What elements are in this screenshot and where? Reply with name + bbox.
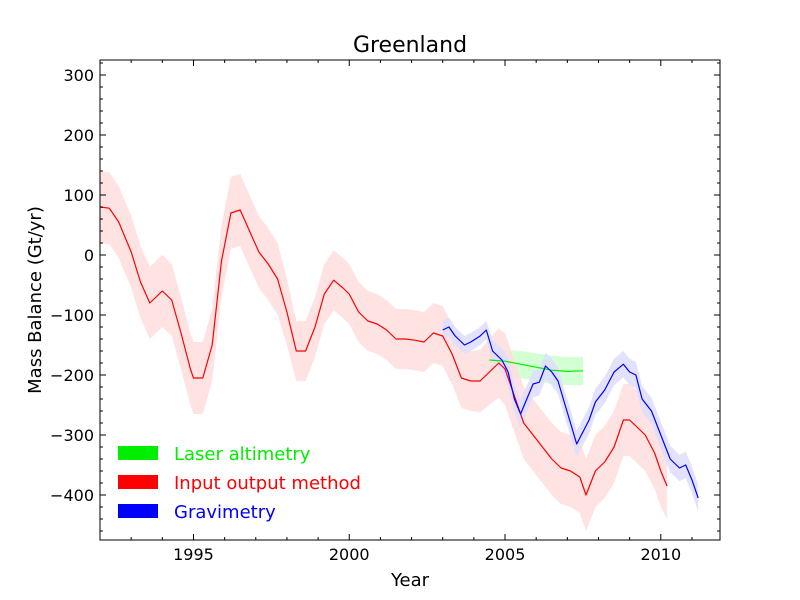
band-input-output-method	[100, 171, 667, 531]
y-tick-label: −300	[50, 426, 94, 445]
x-axis-title: Year	[390, 570, 430, 591]
y-tick-label: 100	[63, 186, 94, 205]
axis-ticks: 1995 2000 2005 2010 −400 −300 −200 −100 0 100 200 3…	[50, 60, 720, 564]
line-input-output-method	[99, 206, 668, 496]
chart-title: Greenland	[353, 33, 467, 58]
y-tick-label: −200	[50, 366, 94, 385]
plot-frame	[99, 59, 721, 541]
y-axis-title: Mass Balance (Gt/yr)	[25, 206, 46, 394]
legend-swatch-laser-altimetry	[118, 446, 158, 460]
legend-label-gravimetry: Gravimetry	[174, 502, 276, 523]
legend-swatch-gravimetry	[118, 504, 158, 518]
y-tick-label: 0	[84, 246, 94, 265]
line-laser-altimetry	[489, 359, 583, 372]
y-tick-label: −400	[50, 486, 94, 505]
line-gravimetry	[442, 326, 699, 499]
x-tick-label: 1995	[173, 545, 214, 564]
y-tick-label: 300	[63, 66, 94, 85]
legend-label-laser-altimetry: Laser altimetry	[174, 444, 311, 465]
legend-swatch-input-output-method	[118, 475, 158, 489]
x-tick-label: 2000	[329, 545, 370, 564]
x-tick-label: 2010	[640, 545, 681, 564]
y-tick-label: −100	[50, 306, 94, 325]
legend-label-input-output-method: Input output method	[174, 473, 361, 494]
x-tick-label: 2005	[485, 545, 526, 564]
band-gravimetry	[442, 318, 699, 512]
series-lines	[99, 206, 699, 499]
y-tick-label: 200	[63, 126, 94, 145]
legend: Laser altimetry Input output method Gravim…	[118, 444, 361, 523]
